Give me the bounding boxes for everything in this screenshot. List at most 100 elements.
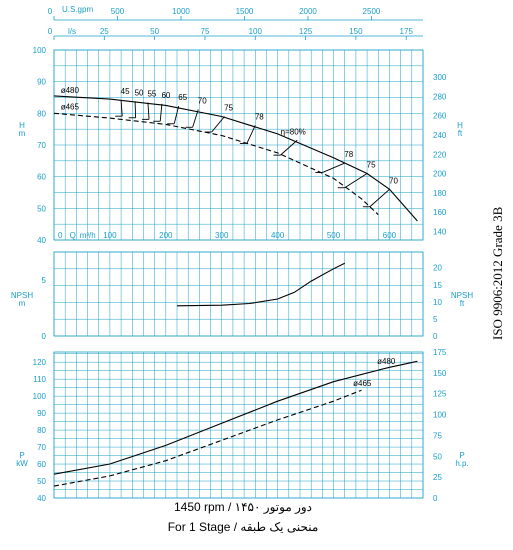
power-series-label: ø465	[353, 379, 372, 388]
efficiency-line	[246, 125, 256, 144]
npsh-right-label: NPSH	[451, 291, 473, 300]
power-hp-tick-label: 150	[433, 369, 447, 378]
efficiency-label: 65	[178, 93, 187, 102]
power-kw-tick-label: 70	[37, 443, 46, 452]
power-right-label: P	[459, 451, 464, 460]
ls-label: l/s	[68, 27, 76, 36]
head-curve-d465	[53, 112, 379, 216]
head-series-label: ø465	[61, 102, 80, 111]
efficiency-label: 70	[389, 176, 398, 185]
footer-rpm: 1450 rpm / ۱۴۵۰ دور موتور	[174, 500, 312, 514]
efficiency-label: 55	[147, 90, 156, 99]
efficiency-line	[173, 105, 180, 124]
x-tick-label: 600	[383, 231, 397, 240]
efficiency-label: 78	[344, 150, 353, 159]
efficiency-line	[120, 100, 123, 117]
efficiency-line	[280, 139, 298, 156]
x-tick-label: 0	[58, 231, 63, 240]
npsh-ft-tick-label: 15	[433, 281, 442, 290]
panel-frame	[53, 351, 424, 499]
power-kw-tick-label: 40	[37, 494, 46, 503]
usgpm-tick-label: 1500	[236, 7, 254, 16]
x-tick-label: 300	[215, 231, 229, 240]
npsh-left-unit: m	[19, 299, 26, 308]
head-curve-d480	[53, 95, 418, 222]
power-left-unit: kW	[16, 459, 28, 468]
ls-tick-label: 100	[249, 27, 263, 36]
usgpm-label: U.S.gpm	[62, 5, 93, 14]
head-m-tick-label: 90	[37, 78, 46, 87]
x-tick-label: 100	[103, 231, 117, 240]
footer-stage: For 1 Stage / منحنی یک طبقه	[168, 520, 319, 534]
x-tick-label: 400	[271, 231, 285, 240]
head-left-label: H	[19, 121, 25, 130]
head-right-label: H	[457, 121, 463, 130]
power-kw-tick-label: 50	[37, 477, 46, 486]
efficiency-label: η=80%	[281, 127, 306, 136]
ls-tick-label: 0	[48, 27, 53, 36]
ls-tick-label: 25	[100, 27, 109, 36]
efficiency-line	[344, 173, 368, 189]
power-kw-tick-label: 120	[33, 358, 47, 367]
head-ft-tick-label: 200	[433, 170, 447, 179]
power-curve-d480	[53, 360, 418, 475]
efficiency-label: 75	[224, 104, 233, 113]
ls-tick-label: 50	[150, 27, 159, 36]
head-m-tick-label: 40	[37, 236, 46, 245]
efficiency-line	[322, 162, 345, 173]
iso-side-text: ISO 9906:2012 Grade 3B	[490, 206, 505, 340]
power-right-unit: h.p.	[455, 459, 468, 468]
power-series-label: ø480	[377, 357, 396, 366]
power-kw-tick-label: 80	[37, 426, 46, 435]
usgpm-tick-label: 2500	[363, 7, 381, 16]
ls-tick-label: 175	[400, 27, 414, 36]
panel-frame	[53, 49, 424, 241]
npsh-curve	[176, 262, 345, 307]
efficiency-line	[211, 116, 225, 133]
efficiency-line	[159, 103, 163, 122]
head-series-label: ø480	[61, 86, 80, 95]
x-axis-label: Q	[70, 231, 76, 240]
efficiency-line	[147, 102, 150, 120]
efficiency-label: 45	[121, 87, 130, 96]
head-ft-tick-label: 180	[433, 189, 447, 198]
efficiency-line	[192, 109, 199, 128]
power-hp-tick-label: 100	[433, 411, 447, 420]
npsh-ft-tick-label: 5	[433, 315, 438, 324]
ls-tick-label: 125	[299, 27, 313, 36]
efficiency-label: 50	[135, 88, 144, 97]
power-kw-tick-label: 110	[33, 375, 46, 384]
usgpm-tick-label: 500	[111, 7, 125, 16]
head-ft-tick-label: 240	[433, 131, 447, 140]
x-tick-label: 500	[327, 231, 341, 240]
head-ft-tick-label: 260	[433, 112, 447, 121]
efficiency-label: 75	[367, 161, 376, 170]
power-left-label: P	[19, 451, 24, 460]
power-hp-tick-label: 0	[433, 494, 438, 503]
npsh-ft-tick-label: 20	[433, 264, 442, 273]
power-curve-d465	[53, 389, 362, 487]
x-axis-unit: m³/h	[80, 231, 96, 240]
usgpm-tick-label: 2000	[299, 7, 317, 16]
x-tick-label: 200	[159, 231, 173, 240]
head-ft-tick-label: 300	[433, 73, 447, 82]
head-panel: 40 50 60 70 80 90 100 140 160 180 200 220 240 260 280 3…	[19, 46, 463, 245]
panel-frame	[53, 251, 424, 337]
power-panel: 40 50 60 70 80 90 100 110 120 0 25 50 75 100 125 150 175…	[16, 348, 468, 503]
ls-tick-label: 75	[201, 27, 210, 36]
head-ft-tick-label: 220	[433, 150, 447, 159]
head-ft-tick-label: 160	[433, 208, 447, 217]
power-hp-tick-label: 125	[433, 390, 447, 399]
power-hp-tick-label: 50	[433, 452, 442, 461]
power-hp-tick-label: 75	[433, 431, 442, 440]
ls-tick-label: 150	[349, 27, 363, 36]
power-kw-tick-label: 90	[37, 409, 46, 418]
npsh-ft-tick-label: 10	[433, 298, 442, 307]
power-kw-tick-label: 100	[33, 392, 47, 401]
head-m-tick-label: 100	[33, 46, 47, 55]
efficiency-label: 60	[161, 91, 170, 100]
power-hp-tick-label: 175	[433, 348, 447, 357]
power-kw-tick-label: 60	[37, 460, 46, 469]
